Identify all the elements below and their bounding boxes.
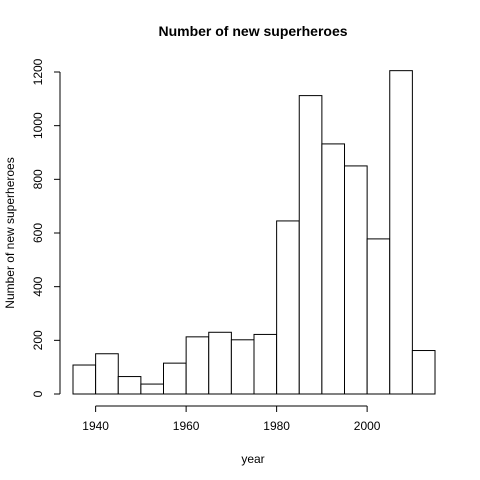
x-tick-label: 1940 (82, 419, 109, 433)
histogram-bar (208, 331, 232, 395)
bars-group (72, 70, 436, 395)
x-tick-label: 1980 (263, 419, 290, 433)
histogram-bar (366, 238, 391, 395)
histogram-bar (185, 336, 210, 395)
histogram-bar (298, 95, 323, 395)
histogram-bar (95, 353, 119, 395)
x-tick-label: 1960 (173, 419, 200, 433)
y-tick-label: 200 (31, 330, 45, 350)
histogram-bar (163, 362, 187, 395)
y-tick-label: 400 (31, 276, 45, 296)
histogram-bar (276, 220, 300, 395)
histogram-bar (389, 70, 413, 395)
y-tick-label: 600 (31, 223, 45, 243)
histogram-bar (72, 364, 97, 395)
x-axis: 1940 1960 1980 2000 (82, 405, 381, 433)
x-tick-label: 2000 (354, 419, 381, 433)
histogram-bar (117, 376, 142, 395)
histogram-bar (140, 383, 165, 395)
y-axis-label: Number of new superheroes (3, 157, 17, 308)
y-tick-label: 0 (31, 390, 45, 397)
y-tick-label: 800 (31, 169, 45, 189)
histogram-bar (344, 165, 368, 395)
histogram-bar (411, 350, 436, 395)
x-axis-label: year (241, 452, 264, 466)
chart-title: Number of new superheroes (158, 23, 347, 39)
histogram-bar (321, 143, 346, 395)
y-axis: 0 200 400 600 800 1000 1200 (31, 58, 61, 397)
histogram-bar (230, 339, 255, 395)
y-tick-label: 1200 (31, 58, 45, 85)
y-tick-label: 1000 (31, 112, 45, 139)
histogram-bar (253, 333, 278, 395)
